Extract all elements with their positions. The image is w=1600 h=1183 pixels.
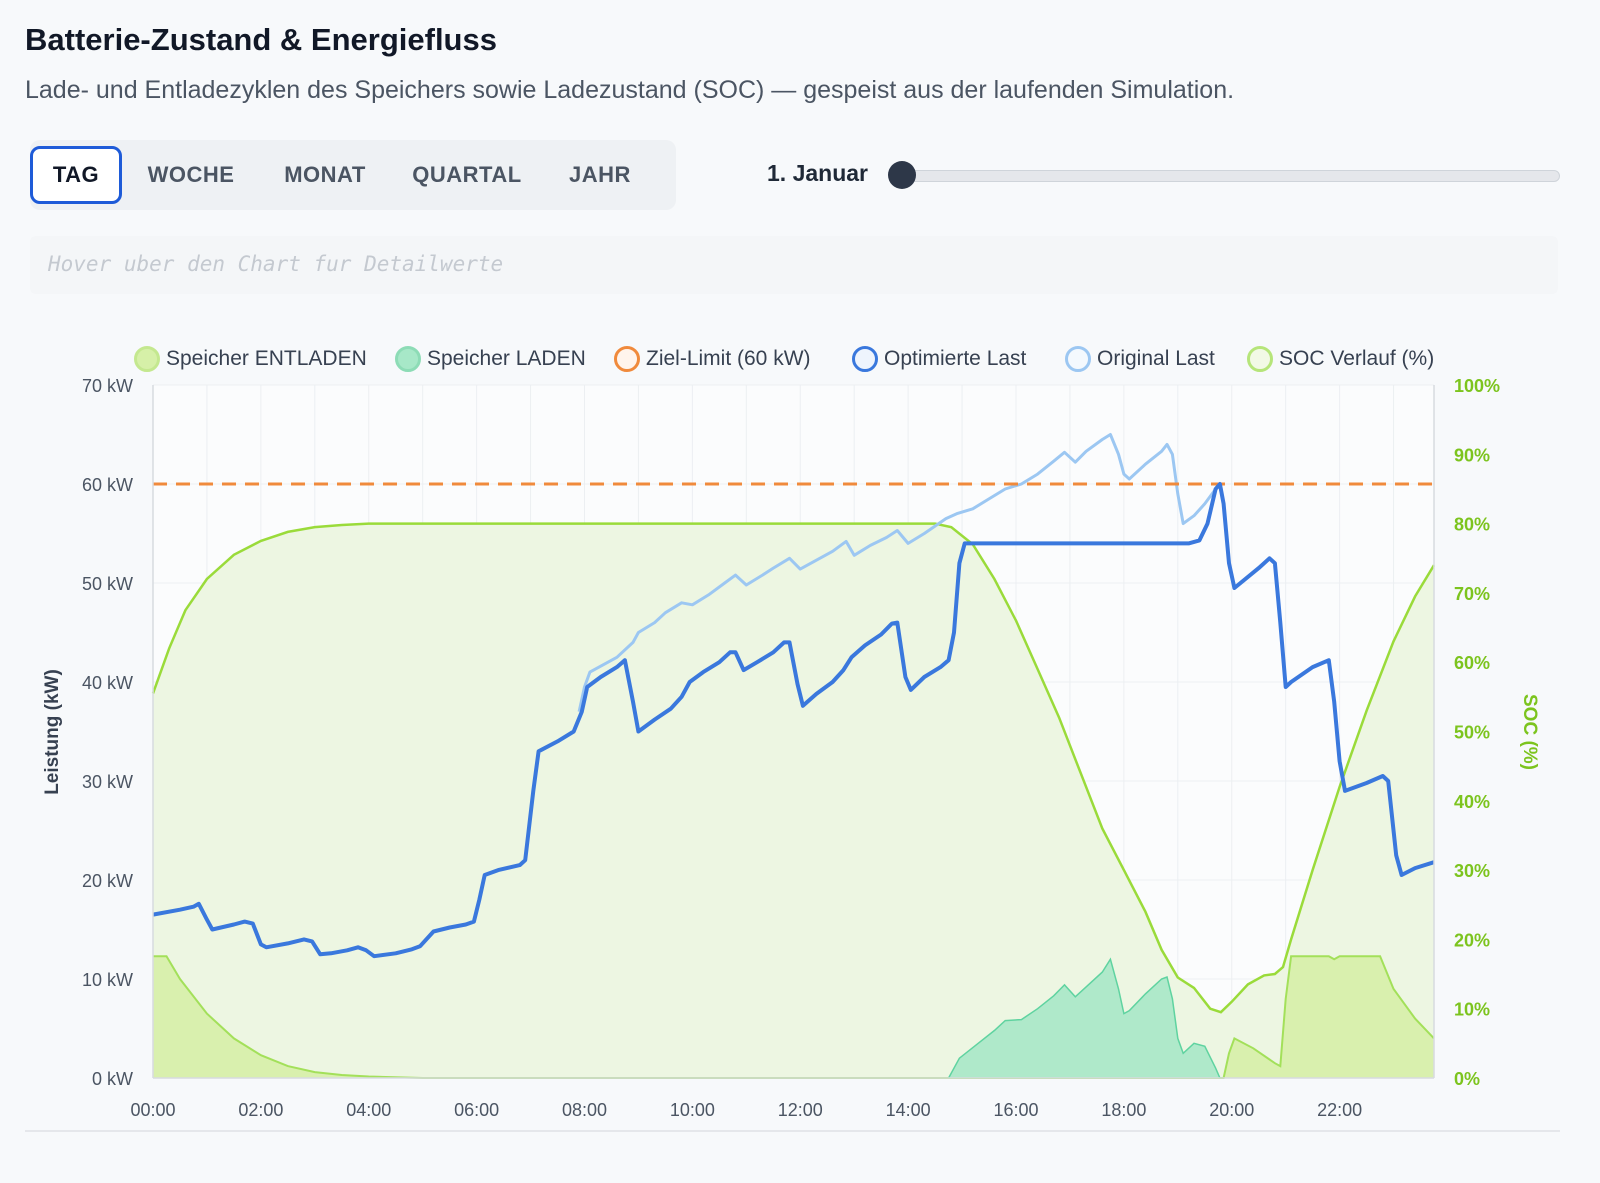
legend-swatch-original bbox=[1065, 346, 1091, 372]
legend-label: SOC Verlauf (%) bbox=[1279, 347, 1435, 370]
legend-item-original[interactable]: Original Last bbox=[1065, 342, 1215, 376]
tab-woche[interactable]: WOCHE bbox=[147, 162, 235, 187]
x-tick: 06:00 bbox=[454, 1100, 499, 1120]
legend-swatch-soc bbox=[1247, 346, 1273, 372]
y-tick-right: 60% bbox=[1454, 653, 1490, 673]
legend-label: Ziel-Limit (60 kW) bbox=[646, 347, 811, 370]
x-tick: 16:00 bbox=[993, 1100, 1038, 1120]
chart-legend: Speicher ENTLADEN Speicher LADEN Ziel-Li… bbox=[0, 342, 1600, 376]
x-tick: 20:00 bbox=[1209, 1100, 1254, 1120]
legend-label: Speicher ENTLADEN bbox=[166, 347, 367, 370]
bottom-divider bbox=[25, 1130, 1560, 1132]
x-tick: 10:00 bbox=[670, 1100, 715, 1120]
legend-label: Speicher LADEN bbox=[427, 347, 586, 370]
legend-swatch-optimized bbox=[852, 346, 878, 372]
x-tick: 02:00 bbox=[238, 1100, 283, 1120]
tab-tag[interactable]: TAG bbox=[30, 146, 122, 204]
x-tick: 22:00 bbox=[1317, 1100, 1362, 1120]
y-tick-right: 30% bbox=[1454, 861, 1490, 881]
legend-item-limit[interactable]: Ziel-Limit (60 kW) bbox=[614, 342, 811, 376]
date-slider-label: 1. Januar bbox=[767, 160, 868, 186]
optimized-load-line bbox=[152, 482, 1435, 959]
y-tick-right: 40% bbox=[1454, 792, 1490, 812]
y-tick-right: 100% bbox=[1454, 376, 1500, 396]
legend-label: Optimierte Last bbox=[884, 347, 1027, 370]
tab-quartal[interactable]: QUARTAL bbox=[412, 162, 522, 187]
y-tick-right: 20% bbox=[1454, 930, 1490, 950]
hover-detail-box bbox=[30, 236, 1558, 294]
charge-line bbox=[947, 957, 1221, 1079]
tab-monat[interactable]: MONAT bbox=[284, 162, 366, 187]
legend-swatch-limit bbox=[614, 346, 640, 372]
x-tick: 08:00 bbox=[562, 1100, 607, 1120]
y-tick-left: 20 kW bbox=[82, 871, 133, 891]
page-title: Batterie-Zustand & Energiefluss bbox=[25, 22, 497, 57]
y-axis-left-title: Leistung (kW) bbox=[42, 669, 63, 795]
legend-swatch-charge bbox=[395, 346, 421, 372]
soc-area bbox=[153, 523, 1434, 1078]
hover-hint: Hover uber den Chart fur Detailwerte bbox=[48, 252, 504, 276]
y-tick-right: 10% bbox=[1454, 1000, 1490, 1020]
tab-jahr[interactable]: JAHR bbox=[569, 162, 631, 187]
discharge-line bbox=[153, 955, 1435, 1079]
y-tick-right: 0% bbox=[1454, 1069, 1480, 1089]
x-tick: 18:00 bbox=[1101, 1100, 1146, 1120]
x-tick: 14:00 bbox=[886, 1100, 931, 1120]
discharge-area bbox=[153, 956, 1434, 1078]
period-tab-bar: TAG WOCHE MONAT QUARTAL JAHR bbox=[30, 140, 676, 210]
y-tick-left: 60 kW bbox=[82, 475, 133, 495]
x-tick: 04:00 bbox=[346, 1100, 391, 1120]
legend-item-charge[interactable]: Speicher LADEN bbox=[395, 342, 586, 376]
y-tick-left: 0 kW bbox=[92, 1069, 133, 1089]
legend-item-soc[interactable]: SOC Verlauf (%) bbox=[1247, 342, 1434, 376]
page-subtitle: Lade- und Entladezyklen des Speichers so… bbox=[25, 76, 1235, 104]
y-axis-right-title: SOC (%) bbox=[1519, 694, 1540, 770]
charge-area bbox=[948, 959, 1220, 1078]
y-tick-left: 40 kW bbox=[82, 673, 133, 693]
y-tick-right: 90% bbox=[1454, 445, 1490, 465]
y-tick-right: 70% bbox=[1454, 584, 1490, 604]
legend-item-optimized[interactable]: Optimierte Last bbox=[852, 342, 1026, 376]
legend-swatch-discharge bbox=[134, 346, 160, 372]
date-slider-thumb[interactable] bbox=[888, 161, 916, 189]
y-tick-left: 30 kW bbox=[82, 772, 133, 792]
y-tick-left: 70 kW bbox=[82, 376, 133, 396]
legend-item-discharge[interactable]: Speicher ENTLADEN bbox=[134, 342, 367, 376]
x-tick: 00:00 bbox=[130, 1100, 175, 1120]
soc-line bbox=[151, 522, 1436, 1014]
legend-label: Original Last bbox=[1097, 347, 1215, 370]
y-tick-right: 80% bbox=[1454, 515, 1490, 535]
y-tick-left: 50 kW bbox=[82, 574, 133, 594]
original-load-line bbox=[577, 433, 1222, 713]
y-tick-right: 50% bbox=[1454, 723, 1490, 743]
x-tick: 12:00 bbox=[778, 1100, 823, 1120]
y-tick-left: 10 kW bbox=[82, 970, 133, 990]
